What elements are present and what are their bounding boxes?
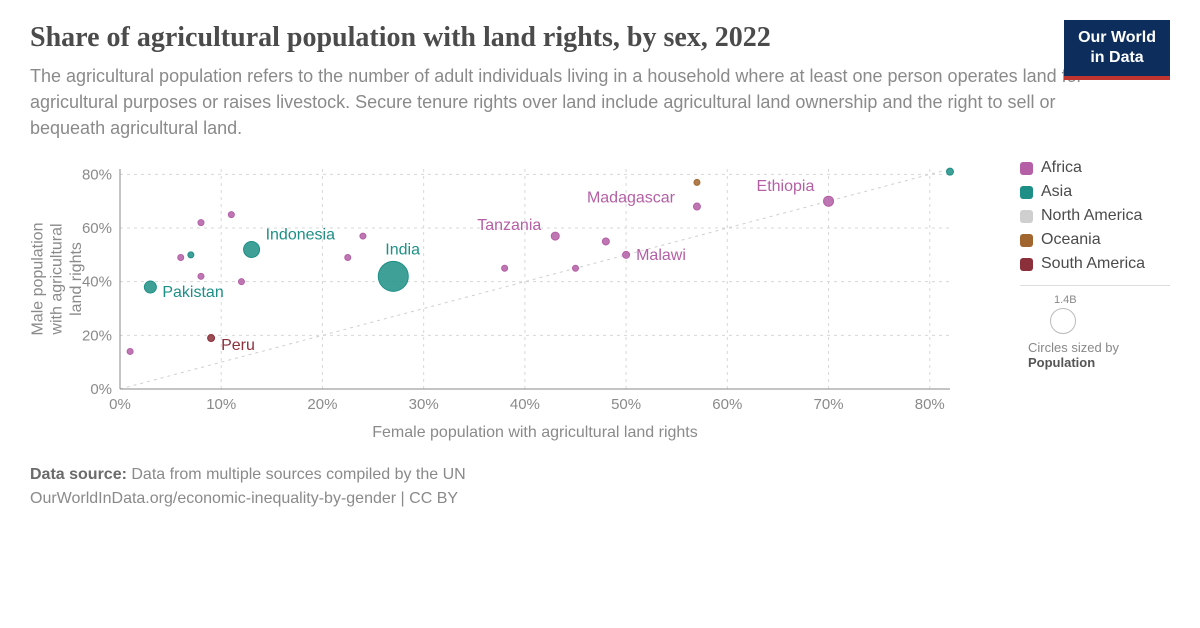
legend-item[interactable]: Africa <box>1020 159 1170 177</box>
legend-swatch <box>1020 162 1033 175</box>
legend-swatch <box>1020 258 1033 271</box>
data-point[interactable] <box>244 242 260 258</box>
data-point[interactable] <box>623 252 630 259</box>
data-point[interactable] <box>502 266 508 272</box>
data-point[interactable] <box>602 238 609 245</box>
legend: Africa Asia North America Oceania South Amer… <box>1000 159 1170 449</box>
size-legend-circle <box>1050 308 1076 334</box>
chart-area: 0% 10% 20% 30% 40% 50% 60% 70% 80% 0% 20% 40% 60% 80%… <box>30 159 1000 449</box>
size-legend-label: 1.4B <box>1054 294 1170 306</box>
svg-text:20%: 20% <box>82 328 112 345</box>
data-point[interactable] <box>208 335 215 342</box>
legend-label: Asia <box>1041 183 1072 201</box>
data-point[interactable] <box>178 255 184 261</box>
data-point[interactable] <box>198 220 204 226</box>
size-legend-caption: Circles sized by Population <box>1028 340 1170 370</box>
legend-label: Africa <box>1041 159 1082 177</box>
header: Our World in Data Share of agricultural … <box>30 20 1170 141</box>
data-point[interactable] <box>947 168 954 175</box>
svg-text:30%: 30% <box>409 396 439 413</box>
svg-text:0%: 0% <box>90 381 112 398</box>
data-point[interactable] <box>198 274 204 280</box>
legend-label: Oceania <box>1041 231 1101 249</box>
data-point[interactable] <box>188 252 194 258</box>
svg-text:0%: 0% <box>109 396 131 413</box>
svg-text:Male populationwith agricultur: Male populationwith agriculturalland rig… <box>30 223 85 336</box>
legend-label: South America <box>1041 255 1145 273</box>
svg-text:70%: 70% <box>814 396 844 413</box>
data-point[interactable] <box>127 349 133 355</box>
scatter-chart: 0% 10% 20% 30% 40% 50% 60% 70% 80% 0% 20% 40% 60% 80%… <box>30 159 970 449</box>
chart-title: Share of agricultural population with la… <box>30 20 980 55</box>
data-point[interactable] <box>693 203 700 210</box>
data-point[interactable] <box>551 232 559 240</box>
svg-text:40%: 40% <box>82 274 112 291</box>
chart-subtitle: The agricultural population refers to th… <box>30 63 1130 141</box>
svg-text:60%: 60% <box>82 220 112 237</box>
legend-swatch <box>1020 234 1033 247</box>
svg-text:10%: 10% <box>206 396 236 413</box>
svg-text:80%: 80% <box>82 167 112 184</box>
data-source-text: Data from multiple sources compiled by t… <box>131 466 465 483</box>
point-label: Peru <box>221 337 255 354</box>
legend-item[interactable]: Asia <box>1020 183 1170 201</box>
data-point[interactable] <box>238 279 244 285</box>
footer: Data source: Data from multiple sources … <box>30 463 1170 511</box>
svg-text:50%: 50% <box>611 396 641 413</box>
data-point[interactable] <box>824 196 834 206</box>
point-label: India <box>385 242 420 259</box>
svg-text:80%: 80% <box>915 396 945 413</box>
data-point[interactable] <box>228 212 234 218</box>
legend-item[interactable]: North America <box>1020 207 1170 225</box>
data-point[interactable] <box>694 180 700 186</box>
point-label: Madagascar <box>587 190 676 207</box>
data-point[interactable] <box>345 255 351 261</box>
legend-item[interactable]: South America <box>1020 255 1170 273</box>
legend-item[interactable]: Oceania <box>1020 231 1170 249</box>
credit-line: OurWorldInData.org/economic-inequality-b… <box>30 487 1170 511</box>
point-label: Pakistan <box>162 284 223 301</box>
data-point[interactable] <box>144 281 156 293</box>
owid-logo: Our World in Data <box>1064 20 1170 80</box>
logo-line2: in Data <box>1078 48 1156 68</box>
logo-line1: Our World <box>1078 28 1156 48</box>
point-label: Malawi <box>636 247 686 264</box>
legend-swatch <box>1020 186 1033 199</box>
point-label: Ethiopia <box>757 178 815 195</box>
point-label: Indonesia <box>266 227 335 244</box>
svg-text:60%: 60% <box>712 396 742 413</box>
svg-text:Female population with agricul: Female population with agricultural land… <box>372 424 698 441</box>
data-point[interactable] <box>378 262 408 292</box>
svg-text:20%: 20% <box>307 396 337 413</box>
legend-swatch <box>1020 210 1033 223</box>
data-point[interactable] <box>360 233 366 239</box>
point-label: Tanzania <box>477 217 541 234</box>
data-source-label: Data source: <box>30 466 127 483</box>
data-point[interactable] <box>572 266 578 272</box>
legend-label: North America <box>1041 207 1142 225</box>
legend-separator <box>1020 285 1170 286</box>
svg-text:40%: 40% <box>510 396 540 413</box>
